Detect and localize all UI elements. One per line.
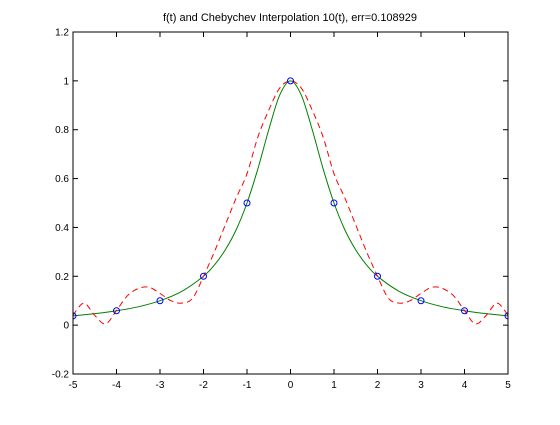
x-tick-label: 2 [375,380,381,391]
y-tick-label: 0 [63,321,69,332]
y-tick-label: 0.6 [55,174,69,185]
data-point-marker [243,199,251,207]
data-point-marker [73,312,77,320]
axis-ticks: -5 -4 -3 -2 -1 0 1 2 3 4 5 -0.2 0 0.2 0.4 0.6 0.8 1 1.2 [52,28,511,392]
axes-box [72,31,509,375]
function-solid-line [73,80,508,317]
x-tick-label: 4 [462,380,468,391]
x-tick-label: 0 [288,380,294,391]
y-tick-label: 0.4 [55,223,69,234]
x-tick-label: 1 [331,380,337,391]
data-point-marker [113,307,120,315]
data-point-marker [330,199,338,207]
data-point-marker [417,297,425,305]
data-point-marker [461,307,468,315]
interpolation-dashed-line [73,80,508,325]
x-tick-label: -4 [112,380,121,391]
y-tick-label: 1 [63,76,69,87]
x-tick-label: 5 [505,380,511,391]
data-point-marker [156,297,164,305]
x-tick-label: 3 [418,380,424,391]
data-point-marker [374,272,381,280]
x-tick-label: -5 [69,380,78,391]
y-tick-label: 1.2 [55,28,69,39]
plot-content [73,77,508,325]
y-tick-label: 0.8 [55,125,69,136]
data-point-marker [200,272,207,280]
y-tick-label: 0.2 [55,272,69,283]
x-tick-label: -2 [199,380,208,391]
chart-title: f(t) and Chebychev Interpolation 10(t), … [163,12,417,24]
data-point-marker [287,77,294,85]
x-tick-label: -3 [156,380,165,391]
data-point-marker [504,312,508,320]
x-tick-label: -1 [243,380,252,391]
y-tick-label: -0.2 [52,370,70,381]
